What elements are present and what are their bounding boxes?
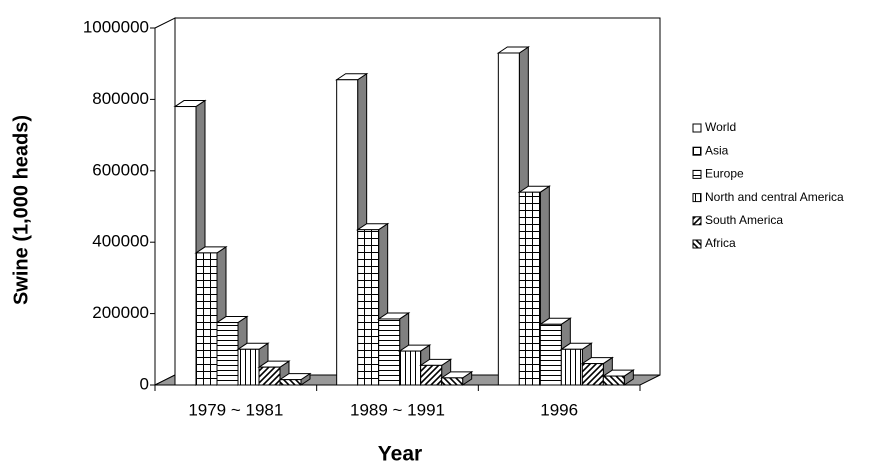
x-tick-label: 1996 [540,400,578,419]
bar-front [441,377,464,386]
y-tick-label: 400000 [92,232,149,251]
bar-front [560,348,583,386]
y-tick-label: 0 [140,374,149,393]
bar-front [237,348,260,386]
bar-front [497,52,520,386]
y-tick-label: 200000 [92,303,149,322]
x-tick-label: 1989 ~ 1991 [350,400,445,419]
y-tick-label: 600000 [92,160,149,179]
legend-swatch [692,146,702,156]
legend-label: Asia [705,143,729,157]
legend-label: Europe [705,167,744,181]
bar [278,372,312,386]
bar-front [539,323,562,386]
bar-front [336,79,359,386]
bar-front [399,350,422,386]
bar-front [216,322,239,386]
bar-front [357,229,380,386]
legend-label: North and central America [705,190,844,204]
y-axis-title: Swine (1,000 heads) [10,115,32,305]
legend-label: South America [705,213,783,227]
bar-front [518,191,541,386]
back-wall [174,17,661,376]
legend-label: World [705,120,736,134]
bar [601,369,635,386]
bar-front [420,364,443,386]
bar-front [195,252,218,386]
bar-front [258,366,281,386]
bar-front [378,318,401,386]
legend-swatch [692,216,702,226]
y-tick-label: 1000000 [83,17,149,36]
bar-front [279,379,302,386]
bar-front [602,375,625,386]
bar-front [581,363,604,386]
legend-swatch [692,193,702,203]
x-axis-title: Year [378,443,422,466]
legend-swatch [692,239,702,249]
bar [440,370,474,386]
x-tick-label: 1979 ~ 1981 [188,400,283,419]
legend-label: Africa [705,236,736,250]
legend-swatch [692,123,702,133]
bar-front [174,106,197,386]
y-tick-label: 800000 [92,89,149,108]
side-wall [154,17,176,386]
legend-swatch [692,169,702,179]
